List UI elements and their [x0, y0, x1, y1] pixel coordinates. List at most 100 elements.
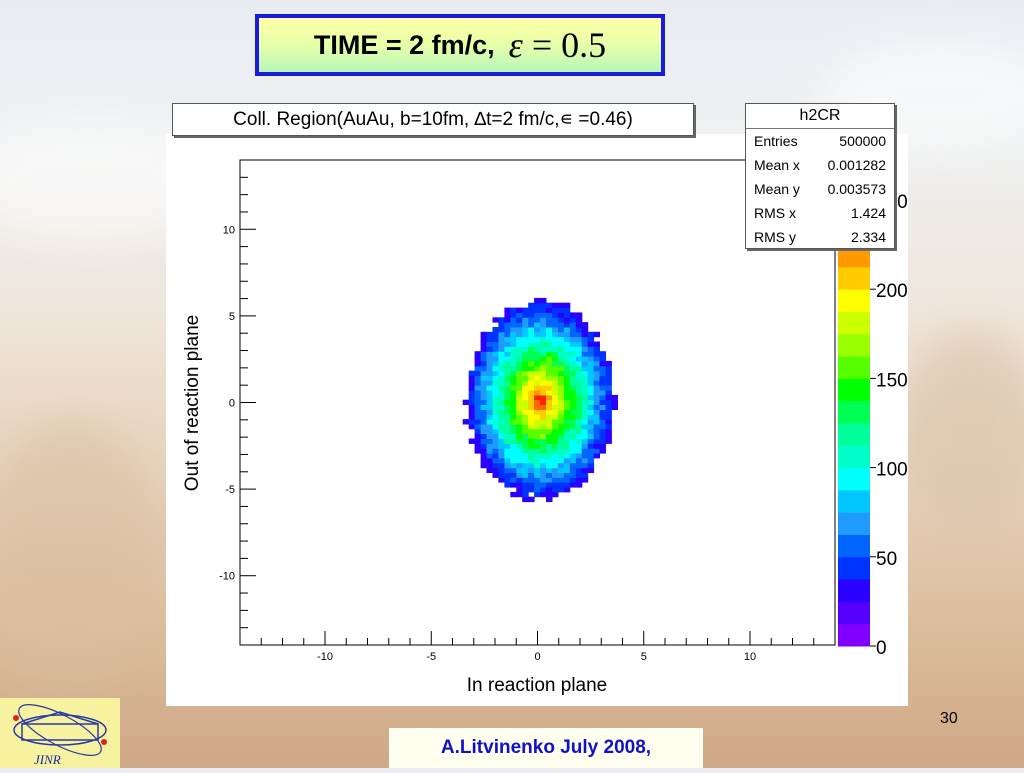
heatmap-cell [504, 424, 511, 430]
heatmap-cell [552, 487, 559, 493]
heatmap-cell [581, 399, 589, 405]
palette-tick-label: 50 [876, 549, 897, 570]
heatmap-cell [528, 390, 535, 396]
heatmap-cell [528, 351, 535, 357]
heatmap-cell [468, 380, 476, 386]
heatmap-cell [599, 443, 606, 449]
heatmap-cell [575, 428, 583, 435]
heatmap-cell [510, 365, 517, 372]
heatmap-cell [528, 380, 535, 386]
heatmap-cell [599, 390, 606, 396]
heatmap-cell [498, 428, 505, 435]
palette-band [838, 489, 870, 513]
heatmap-cell [534, 409, 541, 415]
heatmap-cell [563, 409, 571, 415]
heatmap-cell [480, 457, 487, 464]
heatmap-cell [569, 477, 577, 483]
heatmap-cell [540, 360, 547, 367]
heatmap-cell [557, 385, 565, 391]
heatmap-cell [581, 341, 589, 347]
heatmap-cell [492, 385, 499, 391]
heatmap-cell [522, 433, 529, 440]
heatmap-cell [492, 399, 499, 405]
heatmap-cell [552, 360, 559, 367]
palette-tick-label: 0 [876, 638, 887, 659]
heatmap-cell [546, 467, 553, 473]
heatmap-cell [510, 346, 517, 352]
heatmap-cell [534, 453, 541, 459]
heatmap-cell [522, 482, 529, 488]
heatmap-cell [569, 365, 577, 372]
heatmap-cell [557, 433, 565, 440]
heatmap-cell [504, 462, 511, 469]
heatmap-cell [516, 375, 523, 381]
heatmap-cell [498, 385, 505, 391]
heatmap-cell [522, 472, 529, 478]
heatmap-cell [492, 346, 499, 352]
footer-author: A.Litvinenko July 2008, [389, 728, 703, 768]
palette-tick-label: 100 [876, 460, 908, 481]
heatmap-cell [575, 404, 583, 410]
heatmap-cell [546, 394, 553, 401]
heatmap-cell [540, 302, 547, 308]
heatmap-cell [522, 331, 529, 338]
heatmap-cell [480, 351, 487, 357]
heatmap-cell [599, 428, 606, 435]
heatmap-cell [557, 336, 565, 343]
heatmap-cell [575, 419, 583, 425]
heatmap-cell [522, 317, 529, 323]
heatmap-cell [516, 477, 523, 483]
heatmap-cell [557, 467, 565, 473]
heatmap-cell [587, 462, 595, 469]
palette-band [838, 289, 870, 312]
heatmap-cell [486, 399, 493, 405]
heatmap-cell [587, 433, 595, 440]
heatmap-cell [528, 307, 535, 313]
heatmap-cell [540, 424, 547, 430]
heatmap-cell [498, 336, 505, 343]
heatmap-cell [563, 414, 571, 420]
heatmap-cell [498, 399, 505, 405]
palette-band [838, 244, 870, 268]
heatmap-cell [516, 482, 523, 488]
heatmap-cell [540, 331, 547, 338]
heatmap-cell [480, 424, 487, 430]
heatmap-cell [480, 360, 487, 367]
heatmap-cell [546, 331, 553, 338]
heatmap-cell [599, 448, 606, 454]
heatmap-cell [534, 487, 541, 493]
heatmap-cell [569, 457, 577, 464]
heatmap-cell [492, 390, 499, 396]
heatmap-cell [587, 419, 595, 425]
heatmap-cell [492, 428, 499, 435]
heatmap-cell [486, 462, 493, 469]
heatmap-cell [534, 472, 541, 478]
heatmap-cell [593, 443, 600, 449]
heatmap-cell [468, 375, 476, 381]
stats-label: Mean y [754, 181, 800, 197]
heatmap-cell [569, 462, 577, 469]
heatmap-cell [528, 341, 535, 347]
heatmap-cell [474, 351, 481, 357]
heatmap-cell [569, 404, 577, 410]
heatmap-cell [486, 404, 493, 410]
heatmap-cell [534, 424, 541, 430]
heatmap-cell [534, 438, 541, 444]
heatmap-cell [581, 336, 589, 343]
heatmap-cell [563, 462, 571, 469]
heatmap-cell [599, 409, 606, 415]
heatmap-cell [528, 404, 535, 410]
heatmap-cell [569, 448, 577, 454]
heatmap-cell [522, 404, 529, 410]
x-tick-label: 5 [641, 651, 647, 663]
heatmap-cell [587, 370, 595, 376]
heatmap-cell [563, 370, 571, 376]
heatmap-cell [492, 351, 499, 357]
heatmap-cell [557, 457, 565, 464]
heatmap-cell [486, 370, 493, 376]
palette-band [838, 534, 870, 558]
heatmap-cell [528, 356, 535, 362]
heatmap-cell [563, 453, 571, 459]
heatmap-cell [563, 487, 571, 493]
heatmap-cell [516, 438, 523, 444]
